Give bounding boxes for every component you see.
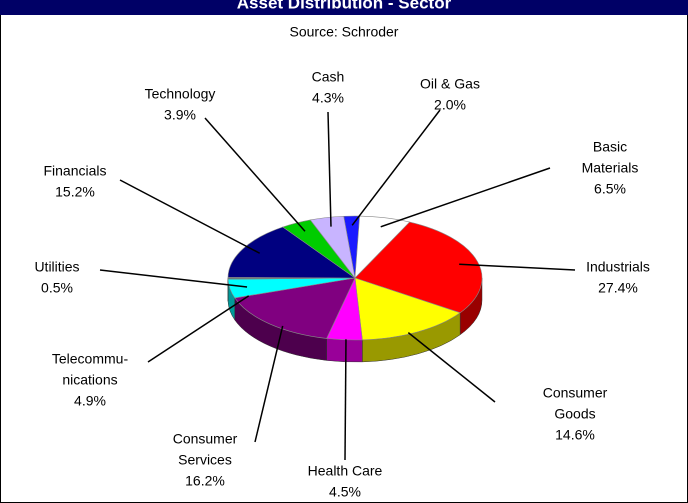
leader-line: [254, 325, 284, 443]
value-label: 4.5%: [329, 484, 361, 500]
leader-line: [351, 109, 441, 226]
value-label: 3.9%: [164, 107, 196, 123]
value-label: 14.6%: [555, 427, 595, 443]
slice-label: Materials: [582, 160, 639, 176]
leader-line: [119, 179, 261, 254]
slice-label: Goods: [554, 406, 595, 422]
value-label: 4.9%: [74, 393, 106, 409]
leader-line: [147, 295, 250, 363]
value-label: 27.4%: [598, 280, 638, 296]
value-label: 4.3%: [312, 90, 344, 106]
value-label: 0.5%: [41, 280, 73, 296]
slice-label: Oil & Gas: [420, 76, 480, 92]
slice-label: Utilities: [34, 259, 79, 275]
leader-line: [204, 117, 306, 232]
slice-label: Basic: [593, 139, 627, 155]
slice-label: Financials: [43, 163, 106, 179]
slice-label: Services: [178, 452, 232, 468]
slice: [354, 277, 461, 341]
slice-label: Telecommu-: [52, 351, 129, 367]
slice-label: nications: [62, 372, 117, 388]
slice-label: Consumer: [173, 431, 238, 447]
slice: [227, 226, 356, 279]
leader-line: [99, 269, 248, 288]
value-label: 16.2%: [185, 473, 225, 489]
leader-line: [407, 332, 496, 403]
leader-line: [380, 167, 551, 228]
slice-label: Industrials: [586, 259, 650, 275]
value-label: 2.0%: [434, 97, 466, 113]
leader-line: [459, 263, 576, 271]
title-bar: [0, 0, 688, 15]
chart-subtitle: Source: Schroder: [290, 24, 399, 40]
value-label: 15.2%: [55, 184, 95, 200]
slice-label: Consumer: [543, 385, 608, 401]
chart-title: Asset Distribution - Sector: [237, 0, 452, 12]
slice: [354, 221, 483, 314]
slice-label: Health Care: [308, 463, 383, 479]
slice-label: Cash: [312, 69, 345, 85]
slice-side: [326, 338, 363, 363]
leader-line: [344, 339, 347, 461]
leader-line: [327, 111, 332, 227]
slice-label: Technology: [145, 86, 216, 102]
slice: [309, 215, 356, 279]
value-label: 6.5%: [594, 181, 626, 197]
